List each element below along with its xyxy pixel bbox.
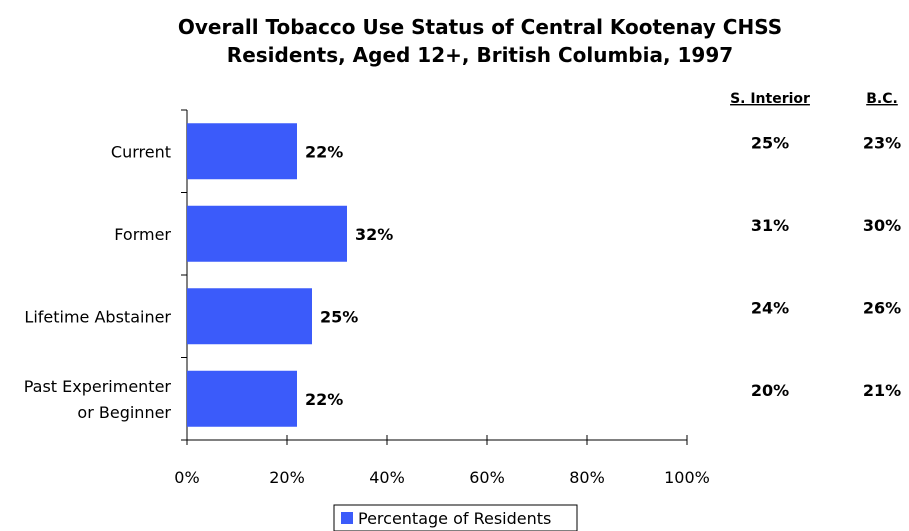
data-label: 22% [305, 142, 343, 161]
chart-title-line-2: Residents, Aged 12+, British Columbia, 1… [227, 43, 733, 67]
comparison-value: 30% [863, 216, 901, 235]
x-tick-label: 100% [664, 468, 710, 487]
x-tick-label: 0% [174, 468, 199, 487]
legend-swatch [341, 512, 353, 524]
bar [187, 288, 312, 345]
data-label: 32% [355, 225, 393, 244]
comparison-value: 24% [751, 298, 789, 317]
category-label: Past Experimenter [24, 377, 172, 396]
comparison-value: 21% [863, 381, 901, 400]
comparison-value: 25% [751, 133, 789, 152]
x-tick-label: 60% [469, 468, 505, 487]
category-label: Former [114, 225, 171, 244]
chart-bars [187, 123, 347, 427]
category-label: Lifetime Abstainer [24, 307, 171, 326]
bar [187, 370, 297, 427]
comparison-header: S. Interior [730, 91, 810, 107]
data-label: 25% [320, 307, 358, 326]
comparison-header: B.C. [866, 91, 898, 107]
chart-title: Overall Tobacco Use Status of Central Ko… [178, 15, 782, 67]
chart-labels: 22% Current 32% Former 25% Lifetime Abstainer… [24, 142, 394, 422]
x-tick-label: 20% [269, 468, 305, 487]
comparison-value: 23% [863, 133, 901, 152]
comparison-value: 20% [751, 381, 789, 400]
bar [187, 205, 347, 262]
comparison-value: 31% [751, 216, 789, 235]
comparison-table: S. Interior 25% 31% 24% 20% B.C. 23% 30% 26% 21% [730, 91, 901, 400]
x-tick-label: 40% [369, 468, 405, 487]
x-tick-label: 80% [569, 468, 605, 487]
bar [187, 123, 297, 180]
comparison-value: 26% [863, 298, 901, 317]
category-label: or Beginner [77, 403, 171, 422]
data-label: 22% [305, 390, 343, 409]
legend-box [333, 504, 578, 531]
legend-label: Percentage of Residents [358, 509, 551, 528]
category-label: Current [111, 142, 171, 161]
chart-title-line-1: Overall Tobacco Use Status of Central Ko… [178, 15, 782, 39]
chart-axes: 0% 20% 40% 60% 80% 100% [174, 109, 710, 487]
chart-legend: Percentage of Residents [333, 504, 578, 531]
